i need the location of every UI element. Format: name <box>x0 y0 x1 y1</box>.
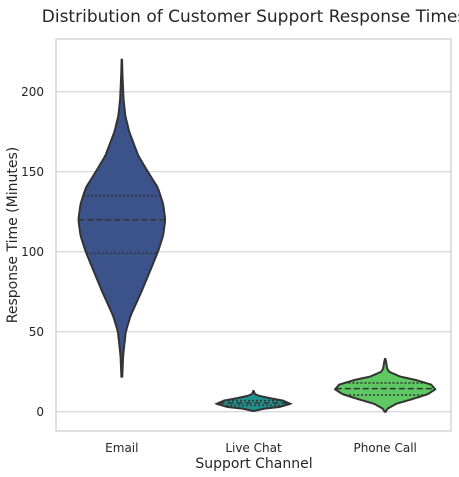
x-tick-label: Phone Call <box>353 441 416 455</box>
x-tick-label: Live Chat <box>225 441 282 455</box>
y-tick-label: 100 <box>21 245 44 259</box>
plot-frame <box>55 38 452 432</box>
violin-email <box>77 58 167 378</box>
y-tick-labels: 0 50 100 150 200 <box>21 85 44 419</box>
x-tick-label: Email <box>105 441 138 455</box>
y-tick-label: 200 <box>21 85 44 99</box>
y-tick-label: 0 <box>36 405 44 419</box>
x-axis-label: Support Channel <box>195 456 312 472</box>
y-axis-label: Response Time (Minutes) <box>5 147 21 323</box>
violin-phone-call <box>333 358 437 413</box>
y-tick-label: 150 <box>21 165 44 179</box>
violins <box>77 58 437 413</box>
chart-title: Distribution of Customer Support Respons… <box>42 7 459 27</box>
x-tick-labels: Email Live Chat Phone Call <box>105 441 417 455</box>
y-tick-label: 50 <box>29 325 44 339</box>
